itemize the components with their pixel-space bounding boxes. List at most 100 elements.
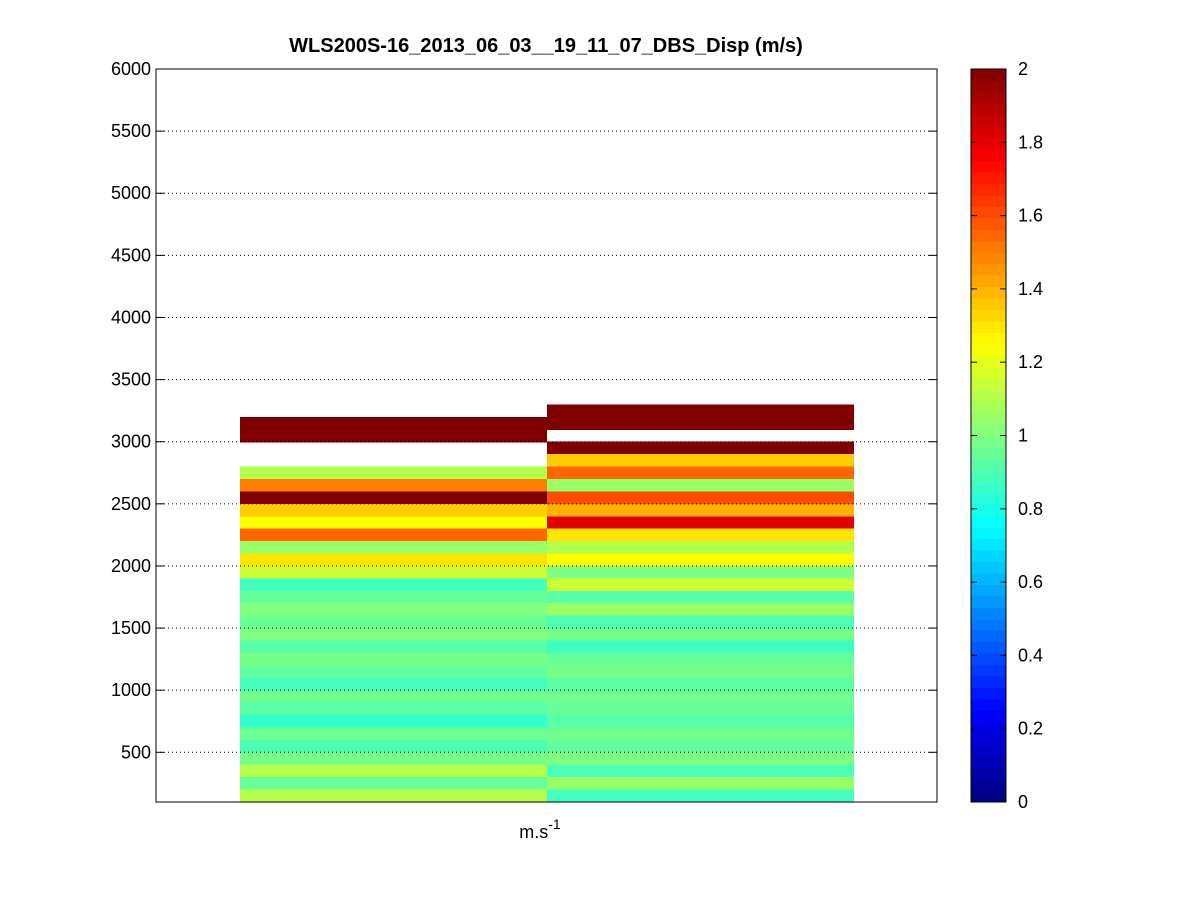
heatmap-cell xyxy=(240,752,547,766)
colorbar-segment xyxy=(971,91,1006,104)
heatmap-cell xyxy=(240,516,547,530)
heatmap-cell xyxy=(240,541,547,555)
heatmap-cell xyxy=(240,590,547,604)
heatmap-cell xyxy=(547,590,854,604)
colorbar-segment xyxy=(971,676,1006,688)
colorbar-segment xyxy=(971,366,1006,379)
x-axis-label-base: m.s xyxy=(519,822,548,842)
heatmap-cell xyxy=(547,677,854,691)
heatmap-cell xyxy=(547,715,854,729)
colorbar-segment xyxy=(971,595,1006,608)
colorbar-segment xyxy=(971,756,1006,769)
colorbar-segment xyxy=(971,790,1006,803)
heatmap-cell xyxy=(240,615,547,629)
colorbar-segment xyxy=(971,401,1006,414)
colorbar-segment xyxy=(971,584,1006,597)
colorbar-segment xyxy=(971,183,1006,196)
colorbar-segment xyxy=(971,664,1006,677)
colorbar-segment xyxy=(971,481,1006,494)
colorbar-segment xyxy=(971,550,1006,562)
colorbar: 0 0.2 0.4 0.6 0.8 1 1.2 1.4 1.6 1.8 2 xyxy=(970,59,1043,812)
colorbar-segment xyxy=(971,424,1006,436)
heatmap-cell xyxy=(240,715,547,729)
heatmap-cell xyxy=(240,739,547,753)
heatmap-cell xyxy=(240,491,547,505)
colorbar-tick-label: 0 xyxy=(1018,792,1028,812)
y-tick-label: 3000 xyxy=(111,432,151,452)
colorbar-segment xyxy=(971,687,1006,700)
colorbar-segment xyxy=(971,504,1006,517)
colorbar-segment xyxy=(971,355,1006,368)
colorbar-segment xyxy=(971,744,1006,757)
heatmap-cell xyxy=(240,777,547,791)
heatmap-cell xyxy=(547,764,854,778)
y-tick-label: 500 xyxy=(121,742,151,762)
colorbar-segment xyxy=(971,767,1006,780)
heatmap-cell xyxy=(547,640,854,654)
heatmap-cell xyxy=(240,640,547,654)
colorbar-tick-label: 1.2 xyxy=(1018,352,1043,372)
heatmap-layer xyxy=(240,404,854,803)
colorbar-segment xyxy=(971,286,1006,299)
colorbar-segment xyxy=(971,172,1006,185)
colorbar-segment xyxy=(971,378,1006,391)
heatmap-cell xyxy=(547,777,854,791)
colorbar-segment xyxy=(971,458,1006,471)
colorbar-segment xyxy=(971,229,1006,242)
colorbar-segment xyxy=(971,721,1006,734)
heatmap-cell xyxy=(547,665,854,679)
y-axis: 500 1000 1500 2000 2500 3000 3500 4000 4500 5000 5… xyxy=(111,59,937,762)
x-axis-label-superscript: -1 xyxy=(548,816,561,832)
heatmap-cell xyxy=(547,528,854,542)
colorbar-tick-label: 1.4 xyxy=(1018,279,1043,299)
heatmap-cell xyxy=(547,628,854,642)
heatmap-cell xyxy=(547,454,854,468)
heatmap-cell xyxy=(547,541,854,555)
heatmap-cell xyxy=(547,739,854,753)
colorbar-segment xyxy=(971,149,1006,162)
colorbar-tick-label: 0.2 xyxy=(1018,719,1043,739)
colorbar-segment xyxy=(971,263,1006,276)
heatmap-cell xyxy=(240,578,547,592)
heatmap-cell xyxy=(547,690,854,704)
colorbar-tick-label: 1.6 xyxy=(1018,206,1043,226)
colorbar-segment xyxy=(971,412,1006,425)
y-tick-label: 4500 xyxy=(111,245,151,265)
colorbar-segment xyxy=(971,733,1006,746)
colorbar-segment xyxy=(971,103,1006,116)
heatmap-cell xyxy=(547,578,854,592)
colorbar-segment xyxy=(971,69,1006,81)
colorbar-segment xyxy=(971,779,1006,792)
heatmap-cell xyxy=(547,615,854,629)
colorbar-segment xyxy=(971,240,1006,253)
colorbar-segment xyxy=(971,527,1006,540)
colorbar-segment xyxy=(971,572,1006,585)
colorbar-tick-label: 1.8 xyxy=(1018,132,1043,152)
y-tick-label: 5000 xyxy=(111,183,151,203)
heatmap-cell xyxy=(240,690,547,704)
heatmap-cell xyxy=(547,491,854,505)
colorbar-segment xyxy=(971,137,1006,150)
colorbar-segment xyxy=(971,114,1006,127)
heatmap-cell xyxy=(547,752,854,766)
y-tick-label: 5500 xyxy=(111,121,151,141)
y-tick-label: 3500 xyxy=(111,370,151,390)
heatmap-cell xyxy=(547,466,854,480)
colorbar-segment xyxy=(971,630,1006,643)
colorbar-segment xyxy=(971,492,1006,505)
heatmap-cell xyxy=(240,665,547,679)
heatmap-cell xyxy=(547,727,854,741)
heatmap-cell xyxy=(240,416,547,443)
heatmap-cell xyxy=(240,702,547,716)
heatmap-cell xyxy=(240,727,547,741)
colorbar-segment xyxy=(971,80,1006,93)
colorbar-segment xyxy=(971,389,1006,402)
heatmap-cell xyxy=(547,789,854,803)
heatmap-cell xyxy=(547,603,854,617)
y-tick-label: 2000 xyxy=(111,556,151,576)
chart-title: WLS200S-16_2013_06_03__19_11_07_DBS_Disp… xyxy=(289,35,803,57)
colorbar-segment xyxy=(971,435,1006,448)
colorbar-segment xyxy=(971,320,1006,333)
colorbar-segment xyxy=(971,252,1006,265)
